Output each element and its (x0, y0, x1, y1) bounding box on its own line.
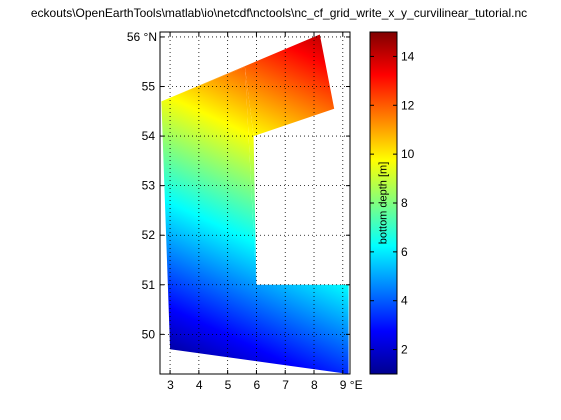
x-tick-label: 8 (311, 378, 318, 392)
x-tick-label: 7 (282, 378, 289, 392)
colorbar-label: bottom depth [m] (377, 162, 389, 245)
y-tick-label: 52 (142, 228, 156, 242)
colorbar-tick-label: 2 (401, 343, 408, 357)
x-tick-label: 6 (253, 378, 260, 392)
x-tick-label: 3 (167, 378, 174, 392)
plot-area: 3 4 5 6 7 8 9 °E 50 51 52 53 54 55 56 °N (127, 30, 363, 392)
x-tick-label: 9 °E (340, 378, 363, 392)
colorbar-tick-label: 6 (401, 245, 408, 259)
colorbar-tick-label: 14 (401, 49, 415, 63)
colorbar-tick-label: 4 (401, 294, 408, 308)
x-tick-label: 4 (196, 378, 203, 392)
y-tick-label: 51 (142, 278, 156, 292)
colorbar: 2 4 6 8 10 12 14 bottom depth [m] (370, 32, 415, 374)
colorbar-tick-label: 10 (401, 147, 415, 161)
y-tick-label: 56 °N (127, 30, 157, 44)
y-tick-label: 50 (142, 327, 156, 341)
colorbar-tick-label: 12 (401, 98, 415, 112)
y-tick-label: 53 (142, 179, 156, 193)
y-tick-label: 54 (142, 129, 156, 143)
chart-title: eckouts\OpenEarthTools\matlab\io\netcdf\… (31, 6, 527, 20)
x-tick-label: 5 (225, 378, 232, 392)
y-tick-label: 55 (142, 80, 156, 94)
colorbar-tick-label: 8 (401, 196, 408, 210)
